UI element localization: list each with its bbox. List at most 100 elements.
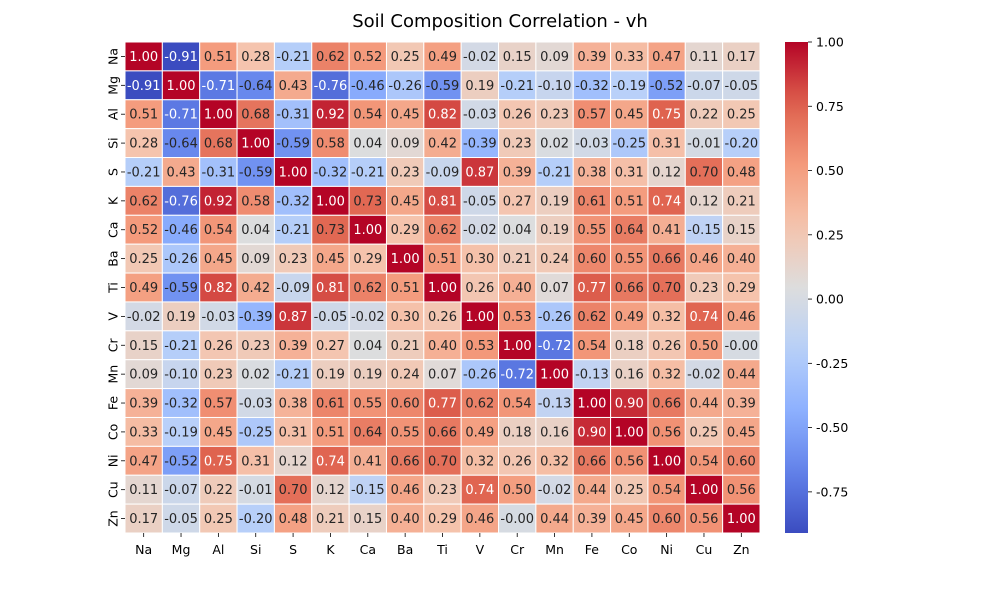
heatmap-cell-label-K-Si: 0.58: [241, 194, 270, 209]
heatmap-cell-Ba-Zn: [722, 243, 761, 274]
heatmap-cell-Ti-Ti: [423, 272, 462, 303]
heatmap-cell-label-S-Ni: 0.12: [652, 165, 681, 180]
y-tick-label-K: K: [106, 196, 121, 205]
heatmap-cell-Ca-Fe: [572, 214, 612, 245]
heatmap-cell-V-Ti: [423, 301, 462, 332]
heatmap-cell-label-S-Mn: -0.21: [538, 165, 572, 180]
heatmap-cell-label-Si-Ba: 0.09: [391, 137, 420, 152]
heatmap-cell-Co-Cr: [498, 416, 537, 447]
heatmap-cell-label-Co-Zn: 0.45: [727, 425, 756, 440]
heatmap-cell-K-Si: [236, 185, 275, 216]
heatmap-cell-Mn-Ti: [423, 359, 462, 390]
x-tick-label-Mg: Mg: [172, 542, 191, 557]
heatmap-cell-label-Ni-V: 0.32: [465, 454, 494, 469]
heatmap-cell-Al-Mg: [161, 99, 201, 130]
heatmap-cell-label-V-Mn: -0.26: [538, 310, 572, 325]
heatmap-cell-Ba-Mn: [535, 243, 574, 274]
heatmap-cell-label-Ti-Si: 0.42: [241, 281, 270, 296]
heatmap-cell-label-Mn-Cu: -0.02: [687, 368, 721, 383]
heatmap-cell-label-Cr-Ca: 0.04: [353, 339, 382, 354]
heatmap-cell-Al-Zn: [722, 99, 761, 130]
heatmap-cell-Co-Co: [610, 416, 649, 447]
heatmap-cell-label-Ni-K: 0.74: [316, 454, 345, 469]
x-tick-label-K: K: [326, 542, 335, 557]
heatmap-cell-Si-Ba: [385, 128, 425, 159]
heatmap-cell-Ti-K: [311, 272, 350, 303]
heatmap-cell-Na-Mn: [535, 41, 574, 72]
heatmap-cell-label-Na-Co: 0.33: [615, 50, 644, 65]
heatmap-cell-label-Ca-V: -0.02: [463, 223, 497, 238]
heatmap-cell-label-Mg-S: 0.43: [279, 79, 308, 94]
heatmap-cell-label-Co-K: 0.51: [316, 425, 345, 440]
heatmap-cell-label-Co-Ti: 0.66: [428, 425, 457, 440]
heatmap-cell-label-Al-K: 0.92: [316, 108, 345, 123]
x-tick-label-Ca: Ca: [360, 542, 376, 557]
heatmap-cell-label-Ba-Al: 0.45: [204, 252, 233, 267]
heatmap-cell-label-K-Zn: 0.21: [727, 194, 756, 209]
heatmap-cell-Mn-Na: [124, 359, 163, 390]
heatmap-cell-Si-Fe: [572, 128, 612, 159]
heatmap-cell-label-Ca-Cr: 0.04: [503, 223, 532, 238]
heatmap-cell-label-Mg-V: 0.19: [465, 79, 494, 94]
heatmap-cell-label-Mg-Na: -0.91: [127, 79, 161, 94]
heatmap-cell-Cr-Cr: [498, 330, 537, 361]
heatmap-cell-label-K-Ti: 0.81: [428, 194, 457, 209]
heatmap-cell-Ca-Al: [199, 214, 238, 245]
heatmap-cell-V-Fe: [572, 301, 612, 332]
heatmap-cell-Ni-Fe: [572, 445, 612, 476]
heatmap-cell-label-Si-Co: -0.25: [612, 137, 646, 152]
heatmap-cell-Ba-Mg: [161, 243, 201, 274]
x-tick-label-Ni: Ni: [660, 542, 673, 557]
y-tick-label-S: S: [106, 168, 121, 176]
heatmap-cell-label-Zn-Co: 0.45: [615, 512, 644, 527]
heatmap-cell-label-Ni-S: 0.12: [279, 454, 308, 469]
heatmap-cell-Ti-Cr: [498, 272, 537, 303]
heatmap-cell-K-Mg: [161, 185, 201, 216]
heatmap-cell-label-Mg-Cr: -0.21: [500, 79, 534, 94]
heatmap-cell-label-Co-Si: -0.25: [239, 425, 273, 440]
heatmap-cell-label-Ti-Al: 0.82: [204, 281, 233, 296]
heatmap-cell-label-Fe-Fe: 1.00: [577, 397, 606, 412]
heatmap-cell-Cr-Ba: [385, 330, 425, 361]
heatmap-cell-label-S-Co: 0.31: [615, 165, 644, 180]
heatmap-cell-label-Fe-Ba: 0.60: [391, 397, 420, 412]
heatmap-cell-label-Ba-Zn: 0.40: [727, 252, 756, 267]
heatmap-cell-label-Ca-Ba: 0.29: [391, 223, 420, 238]
heatmap-cell-label-Na-Ba: 0.25: [391, 50, 420, 65]
heatmap-cell-Ca-K: [311, 214, 350, 245]
heatmap-cell-label-Ba-K: 0.45: [316, 252, 345, 267]
heatmap-cell-label-Ba-Ca: 0.29: [353, 252, 382, 267]
heatmap-cell-label-Cr-V: 0.53: [465, 339, 494, 354]
heatmap-cell-label-S-Ba: 0.23: [391, 165, 420, 180]
heatmap-cell-label-Cu-Ba: 0.46: [391, 483, 420, 498]
y-tick-label-V: V: [106, 312, 121, 321]
heatmap-cell-label-Ba-Si: 0.09: [241, 252, 270, 267]
heatmap-cell-Si-V: [460, 128, 500, 159]
heatmap-cell-Cu-V: [460, 474, 500, 505]
heatmap-cell-Zn-K: [311, 503, 350, 534]
heatmap-cell-Cu-Na: [124, 474, 163, 505]
y-tick-label-Ca: Ca: [106, 222, 121, 238]
heatmap-cell-label-K-Fe: 0.61: [577, 194, 606, 209]
heatmap-cell-label-Ni-Ca: 0.41: [353, 454, 382, 469]
heatmap-cell-label-Na-Mn: 0.09: [540, 50, 569, 65]
heatmap-cell-Si-Si: [236, 128, 275, 159]
x-tick-label-Ba: Ba: [397, 542, 413, 557]
heatmap-cell-Mg-Al: [199, 70, 238, 101]
heatmap-cell-Ca-Na: [124, 214, 163, 245]
heatmap-cell-label-Si-Cu: -0.01: [687, 137, 721, 152]
heatmap-cell-label-K-S: -0.32: [276, 194, 310, 209]
heatmap-cell-Mg-K: [311, 70, 350, 101]
x-tick-label-Al: Al: [212, 542, 224, 557]
heatmap-cell-Si-Cu: [684, 128, 724, 159]
heatmap-cell-label-Ni-Cu: 0.54: [689, 454, 718, 469]
heatmap-cell-label-Ni-Co: 0.56: [615, 454, 644, 469]
colorbar-tick-label-6: -0.50: [816, 420, 848, 435]
heatmap-cell-Co-Ba: [385, 416, 425, 447]
heatmap-cell-label-Zn-Ti: 0.29: [428, 512, 457, 527]
heatmap-cell-Fe-K: [311, 388, 350, 418]
heatmap-cell-label-Ca-Al: 0.54: [204, 223, 233, 238]
heatmap-cell-label-K-V: -0.05: [463, 194, 497, 209]
heatmap-cell-label-Ni-Zn: 0.60: [727, 454, 756, 469]
